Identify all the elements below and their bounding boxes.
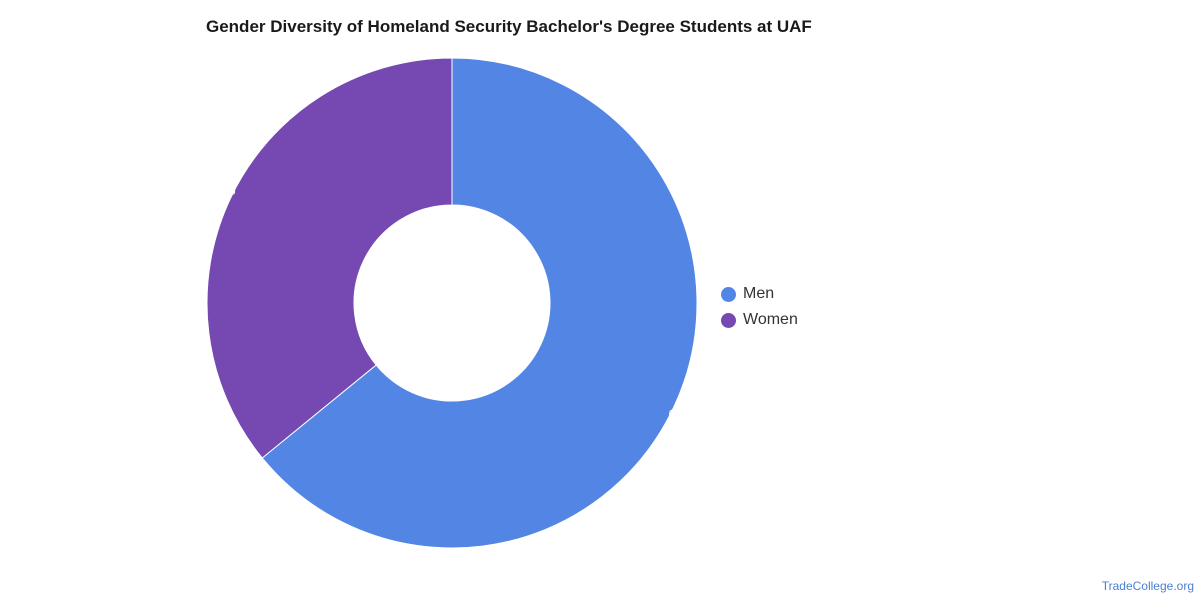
legend: Men Women [721,281,798,333]
legend-swatch-men [721,286,736,302]
slice-men[interactable] [261,57,698,549]
slice-women[interactable] [206,57,453,459]
legend-swatch-women [721,312,736,328]
slice-label-men: 64.1% [668,406,708,422]
chart-title: Gender Diversity of Homeland Security Ba… [206,17,812,36]
source-credit[interactable]: TradeCollege.org [1101,579,1194,593]
legend-item-women[interactable]: Women [721,307,798,333]
legend-label-men: Men [743,285,775,302]
slice-labels: 64.1% 35.9% [196,182,708,422]
legend-item-men[interactable]: Men [721,281,798,307]
donut-slices [206,57,698,549]
legend-label-women: Women [743,311,798,328]
slice-label-women: 35.9% [196,182,236,198]
